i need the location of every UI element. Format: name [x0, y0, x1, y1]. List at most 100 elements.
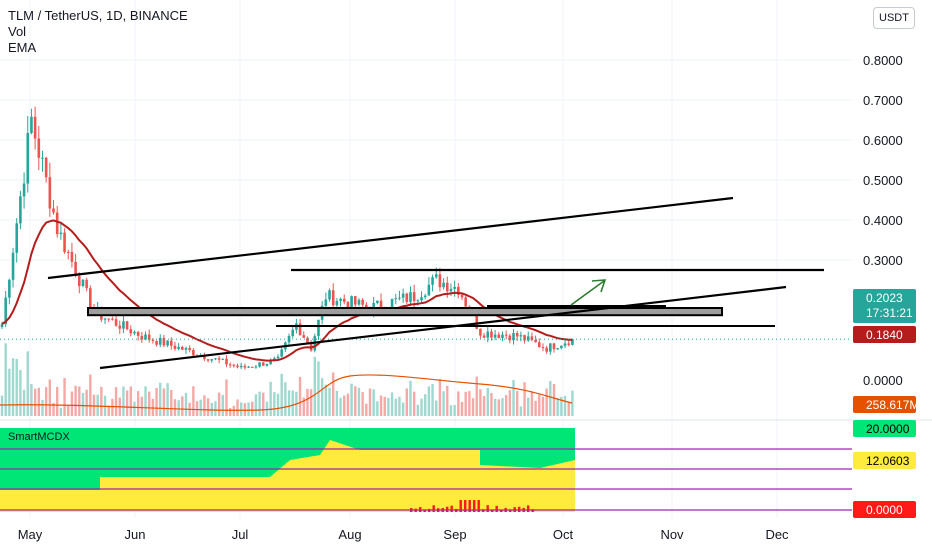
volume-bar [92, 394, 96, 416]
candle-body [59, 232, 63, 235]
volume-bar [280, 373, 283, 416]
candle-body [188, 347, 191, 351]
volume-bar [368, 388, 372, 416]
candle-body [479, 328, 482, 336]
volume-bar [427, 386, 431, 416]
ema-badge: 0.1840 [853, 326, 916, 343]
candle-body [563, 343, 567, 346]
volume-bar [273, 392, 276, 416]
volume-bar [144, 386, 147, 416]
mcdx-red-bar [473, 500, 476, 512]
volume-bar [8, 368, 11, 416]
y-tick-label: 0.6000 [863, 133, 903, 148]
x-tick-label: Aug [338, 527, 361, 542]
candle-body [302, 335, 306, 338]
mcdx-red-bar [495, 505, 498, 512]
candle-body [206, 359, 210, 361]
candle-body [442, 282, 445, 288]
candle-body [534, 339, 537, 343]
volume-ma-badge: 258.617M [853, 396, 919, 413]
volume-bar [184, 392, 188, 416]
candle-body [490, 331, 493, 338]
volume-bar [181, 396, 184, 416]
candle-body [184, 347, 188, 350]
candle-body [8, 279, 11, 298]
volume-bar [376, 401, 379, 416]
volume-bar [468, 391, 471, 416]
x-tick-label: Sep [443, 527, 466, 542]
volume-bar [361, 392, 364, 416]
green-up-arrow [570, 279, 607, 306]
candle-body [22, 183, 26, 197]
vol-indicator-label[interactable]: Vol [8, 24, 27, 39]
volume-bar [339, 397, 342, 416]
candle-body [394, 298, 398, 300]
candle-body [26, 133, 30, 184]
volume-bar [335, 390, 339, 416]
volume-bar [332, 372, 335, 416]
volume-bar [225, 379, 228, 416]
mcdx-red-bar [477, 500, 480, 512]
candle-body [181, 346, 184, 350]
volume-bar [59, 407, 63, 416]
volume-bar [221, 394, 224, 416]
volume-bar [552, 383, 556, 416]
volume-bar [148, 391, 151, 416]
volume-bar [214, 401, 217, 416]
candle-body [493, 334, 497, 338]
volume-bar [78, 386, 81, 416]
candle-body [177, 346, 180, 349]
volume-bar [390, 392, 394, 416]
mcdx-red-bar [450, 505, 453, 512]
volume-bar [19, 369, 22, 416]
volume-bar [431, 383, 434, 416]
volume-bar [460, 401, 464, 416]
candle-body [449, 288, 453, 292]
mcdx-red-bar [527, 505, 530, 512]
volume-bar [497, 399, 500, 416]
mcdx-yellow-area [0, 440, 575, 512]
candle-body [192, 350, 195, 356]
volume-bar [96, 394, 99, 416]
candle-body [261, 362, 265, 366]
candle-body [30, 116, 33, 134]
volume-bar [501, 398, 504, 416]
candle-body [457, 286, 460, 295]
volume-bar [67, 405, 70, 416]
volume-bar [534, 400, 537, 416]
volume-bar [412, 391, 416, 416]
candle-body [11, 252, 15, 280]
candle-body [350, 296, 353, 308]
candle-body [118, 325, 122, 329]
volume-bar [435, 400, 438, 416]
volume-bar [232, 405, 236, 416]
mcdx-red-bar [518, 506, 521, 512]
resistance-zone [87, 307, 723, 317]
volume-bar [52, 402, 55, 416]
badge-text: 20.0000 [866, 422, 910, 436]
candle-body [306, 337, 309, 344]
candle-body [254, 366, 258, 368]
candle-body [464, 297, 467, 307]
candle-body [114, 319, 118, 326]
symbol-title[interactable]: TLM / TetherUS, 1D, BINANCE [8, 8, 188, 23]
candle-body [19, 196, 22, 224]
volume-bar [398, 396, 401, 416]
badge-text: 12.0603 [866, 454, 910, 468]
currency-unit-button[interactable]: USDT [873, 7, 915, 29]
candle-body [265, 363, 269, 366]
volume-bar [479, 389, 482, 416]
candle-body [431, 277, 434, 285]
volume-bar [383, 396, 386, 416]
ema-indicator-label[interactable]: EMA [8, 40, 37, 55]
candle-body [239, 365, 243, 368]
candle-body [504, 334, 508, 336]
volume-bar [81, 392, 85, 416]
candle-body [405, 293, 409, 302]
candle-body [33, 116, 37, 139]
indicator-title[interactable]: SmartMCDX [8, 431, 70, 443]
volume-bar [22, 389, 26, 416]
candle-body [166, 340, 169, 346]
